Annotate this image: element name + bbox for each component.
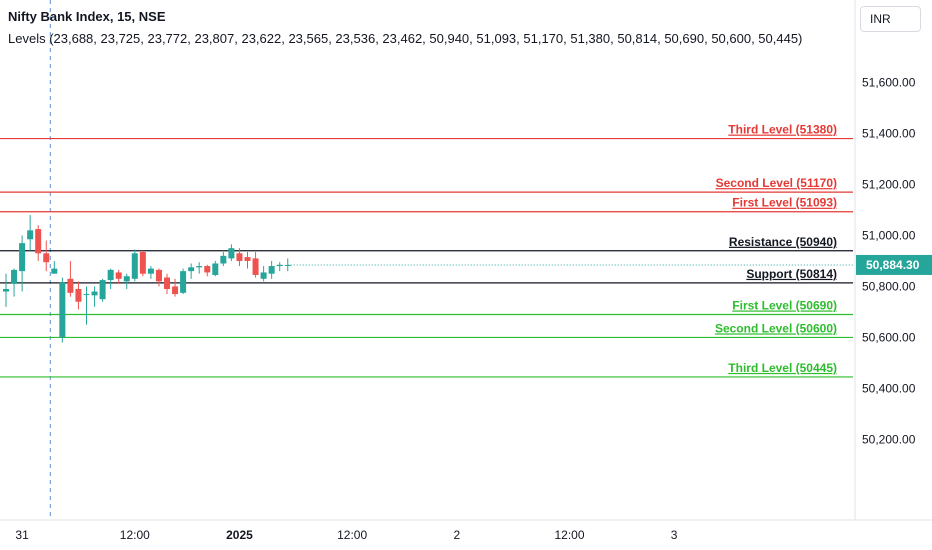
candle-body [115, 272, 122, 279]
candle-body [11, 269, 18, 284]
candle-body [67, 278, 74, 293]
y-tick-label: 50,200.00 [862, 432, 916, 446]
candle-body [244, 257, 251, 261]
candle-body [180, 271, 187, 293]
candle-body [59, 282, 66, 338]
level-label: First Level (50690) [732, 298, 837, 312]
y-tick-label: 50,600.00 [862, 330, 916, 344]
y-tick-label: 51,600.00 [862, 75, 916, 89]
candle-body [3, 288, 9, 292]
candle-body [131, 253, 138, 279]
candle-body [83, 294, 90, 296]
candle-body [19, 243, 26, 272]
x-tick-label: 31 [15, 528, 29, 542]
level-label: First Level (51093) [732, 196, 837, 210]
last-price-label: 50,884.30 [866, 258, 920, 272]
x-tick-label: 12:00 [554, 528, 584, 542]
candle-body [188, 267, 195, 272]
candle-body [99, 280, 106, 300]
x-tick-label: 12:00 [120, 528, 150, 542]
currency-selector[interactable]: INR [860, 6, 921, 32]
candle-body [204, 266, 211, 273]
candle-body [252, 258, 259, 275]
level-label: Third Level (50445) [728, 361, 837, 375]
candle-body [75, 288, 82, 302]
y-tick-label: 51,400.00 [862, 126, 916, 140]
level-label: Third Level (51380) [728, 123, 837, 137]
x-tick-label: 2 [453, 528, 460, 542]
candle-body [196, 266, 203, 268]
candle-body [147, 268, 154, 274]
candle-body [43, 253, 50, 263]
candle-body [212, 263, 219, 275]
y-tick-label: 50,400.00 [862, 381, 916, 395]
x-tick-label: 2025 [226, 528, 253, 542]
y-tick-label: 51,200.00 [862, 177, 916, 191]
level-label: Support (50814) [746, 267, 837, 281]
x-tick-label: 3 [671, 528, 678, 542]
candle-body [228, 248, 235, 259]
candle-body [220, 255, 227, 264]
candle-body [164, 277, 170, 289]
level-label: Second Level (50600) [715, 321, 837, 335]
chart-title: Nifty Bank Index, 15, NSE [8, 9, 166, 24]
candle-body [268, 266, 275, 274]
candle-body [236, 253, 243, 261]
candle-body [139, 252, 146, 274]
candle-body [260, 272, 267, 279]
last-price-tag [856, 254, 932, 275]
candle-body [91, 291, 98, 296]
candle-body [276, 264, 283, 267]
candle-body [107, 269, 114, 281]
candle-body [27, 230, 34, 240]
y-tick-label: 50,800.00 [862, 279, 916, 293]
levels-indicator-legend[interactable]: Levels (23,688, 23,725, 23,772, 23,807, … [8, 31, 803, 46]
candle-body [51, 268, 58, 274]
x-tick-label: 12:00 [337, 528, 367, 542]
level-label: Resistance (50940) [729, 235, 837, 249]
candle-body [172, 286, 179, 295]
level-label: Second Level (51170) [716, 176, 837, 190]
candle-body [155, 269, 162, 282]
candle-body [123, 276, 130, 282]
candle-body [35, 229, 42, 254]
y-tick-label: 51,000.00 [862, 228, 916, 242]
